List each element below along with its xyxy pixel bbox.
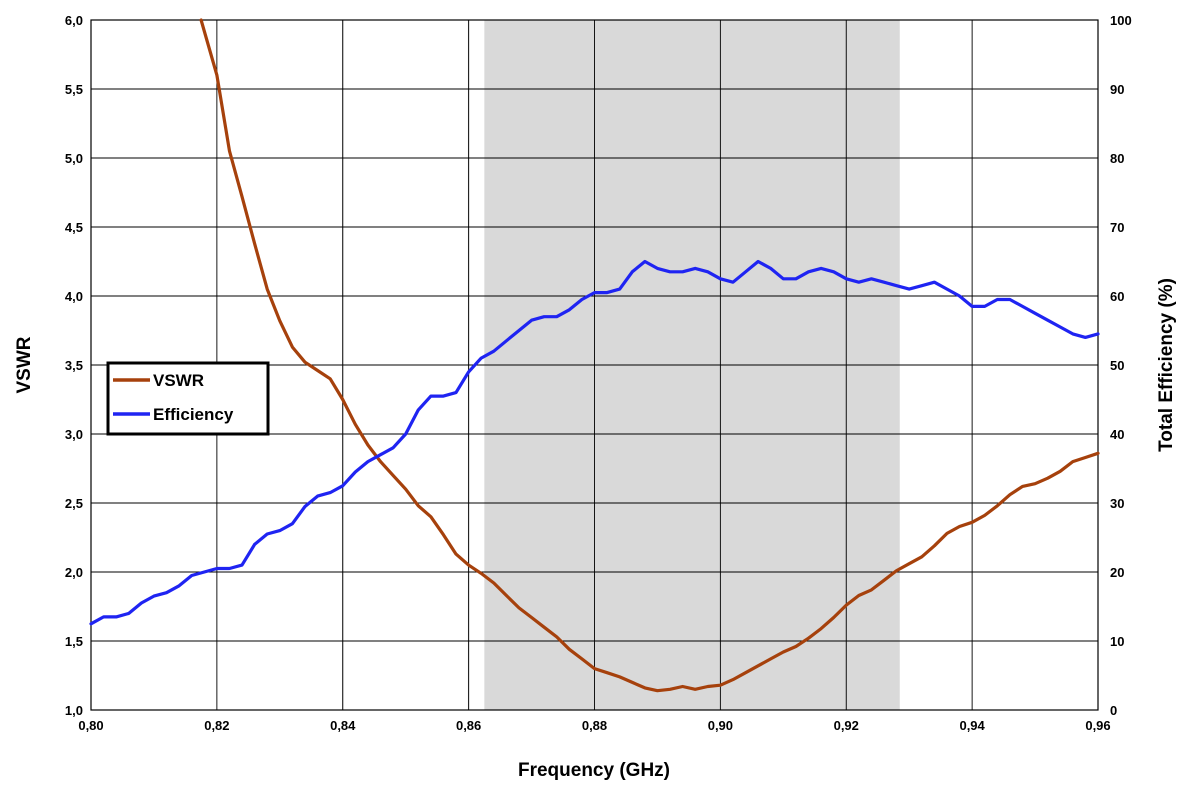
legend-label-efficiency: Efficiency: [153, 405, 234, 424]
series-line-vswr: [199, 18, 1100, 693]
x-tick-label: 0,88: [582, 718, 607, 733]
y2-tick-label: 40: [1110, 427, 1124, 442]
y-tick-label: 3,5: [65, 358, 83, 373]
y-tick-label: 5,0: [65, 151, 83, 166]
y-tick-label: 4,5: [65, 220, 83, 235]
y2-tick-label: 0: [1110, 703, 1117, 718]
y-tick-label: 2,5: [65, 496, 83, 511]
y2-tick-label: 30: [1110, 496, 1124, 511]
y2-tick-label: 60: [1110, 289, 1124, 304]
y2-tick-label: 50: [1110, 358, 1124, 373]
x-tick-label: 0,84: [330, 718, 356, 733]
x-axis-title: Frequency (GHz): [518, 760, 670, 781]
x-tick-label: 0,96: [1085, 718, 1110, 733]
y2-tick-label: 80: [1110, 151, 1124, 166]
plot-area-border: [90, 19, 1099, 711]
series-line-efficiency: [89, 259, 1100, 626]
x-tick-label: 0,94: [959, 718, 985, 733]
y2-tick-label: 20: [1110, 565, 1124, 580]
series-layer: [89, 18, 1100, 693]
tick-label-layer: 0,80 0,82 0,84 0,86 0,88 0,90 0,92 0,94 0,96 1,0 1…: [65, 13, 1132, 733]
y2-tick-label: 100: [1110, 13, 1132, 28]
y-tick-label: 1,0: [65, 703, 83, 718]
y2-tick-label: 90: [1110, 82, 1124, 97]
y-tick-label: 6,0: [65, 13, 83, 28]
x-tick-label: 0,86: [456, 718, 481, 733]
x-tick-label: 0,80: [78, 718, 103, 733]
y-axis-title: VSWR: [14, 336, 35, 393]
x-tick-label: 0,92: [834, 718, 859, 733]
y-tick-label: 4,0: [65, 289, 83, 304]
x-tick-label: 0,82: [204, 718, 229, 733]
y-tick-label: 1,5: [65, 634, 83, 649]
y2-tick-label: 10: [1110, 634, 1124, 649]
legend-box: [106, 361, 270, 436]
x-tick-label: 0,90: [708, 718, 733, 733]
legend-label-vswr: VSWR: [153, 371, 204, 390]
y2-tick-label: 70: [1110, 220, 1124, 235]
y-tick-label: 3,0: [65, 427, 83, 442]
y2-axis-title: Total Efficiency (%): [1156, 278, 1177, 452]
y-tick-label: 5,5: [65, 82, 83, 97]
y-tick-label: 2,0: [65, 565, 83, 580]
legend: VSWR Efficiency: [106, 361, 270, 436]
